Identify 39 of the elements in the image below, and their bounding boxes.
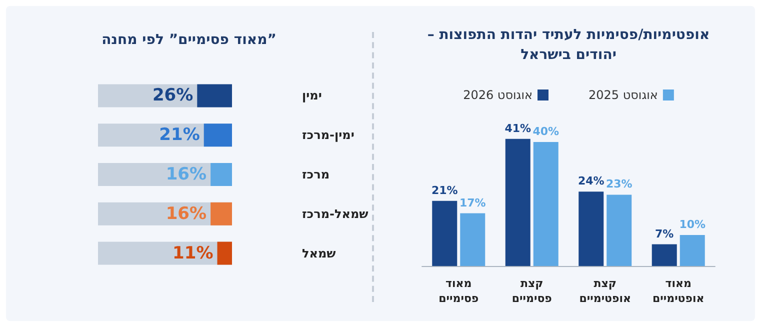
y-tick-label: ימין-מרכז	[302, 128, 354, 142]
legend-label: אוגוסט 2025	[588, 88, 658, 102]
chart-title: ”מאוד פסימיים” לפי מחנה	[102, 32, 276, 48]
y-tick-label: שמאל-מרכז	[302, 206, 368, 221]
x-tick-label: קצת פסימיים	[512, 277, 552, 305]
data-label: 16%	[166, 164, 207, 184]
bar	[204, 124, 232, 147]
data-label: 21%	[159, 125, 200, 146]
bar	[505, 138, 530, 266]
bar	[606, 194, 632, 266]
data-label: 17%	[459, 196, 486, 210]
data-label: 10%	[679, 218, 706, 231]
data-label: 24%	[578, 174, 604, 188]
x-tick-label: מאוד פסימיים	[438, 277, 479, 305]
bar	[217, 242, 232, 265]
x-tick-label: קצת אופטימיים	[579, 277, 632, 305]
bar	[210, 202, 232, 226]
bar	[680, 235, 705, 266]
y-tick-label: מרכז	[302, 168, 330, 182]
bar	[460, 213, 486, 266]
y-tick-label: שמאל	[302, 246, 336, 260]
bar	[197, 84, 232, 108]
bar	[210, 163, 232, 186]
data-label: 26%	[152, 86, 194, 106]
data-label: 11%	[172, 243, 214, 264]
data-label: 16%	[166, 204, 207, 224]
legend-label: אוגוסט 2026	[463, 88, 532, 102]
data-label: 23%	[606, 178, 632, 191]
bar	[578, 192, 604, 266]
bar	[652, 244, 677, 266]
data-label: 7%	[655, 227, 674, 240]
data-label: 21%	[431, 184, 458, 197]
x-tick-label: מאוד אופטימיים	[652, 277, 704, 305]
data-label: 41%	[504, 122, 532, 135]
data-label: 40%	[532, 125, 560, 138]
bar	[432, 200, 458, 266]
bar	[533, 142, 558, 266]
y-tick-label: ימין	[302, 88, 322, 103]
chart-title: אופטימיות/פסימיות לעתיד יהדות התפוצות – יהודים בישראל	[427, 27, 710, 63]
